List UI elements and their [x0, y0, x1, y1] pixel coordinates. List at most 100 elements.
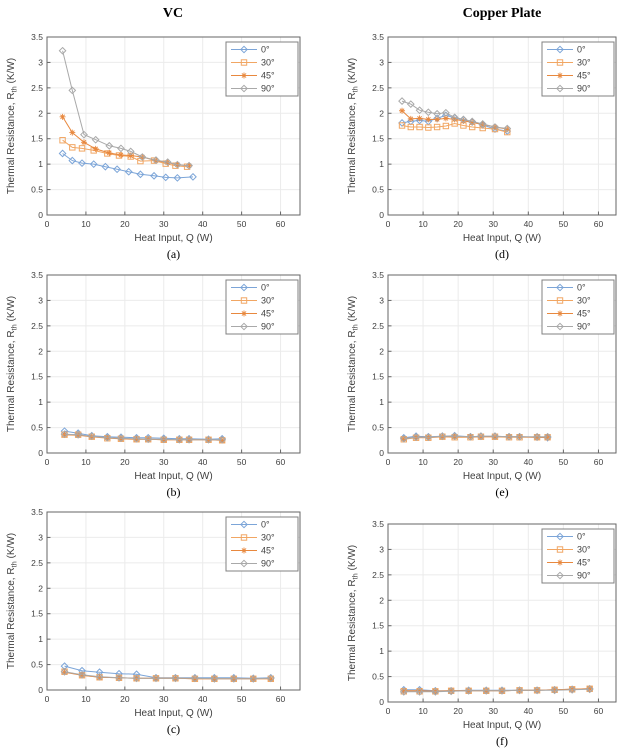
diamond-marker [240, 559, 248, 568]
asterisk-marker [164, 159, 171, 166]
axes-box [46, 36, 301, 216]
legend-label: 90° [261, 84, 275, 94]
asterisk-marker [241, 72, 247, 79]
y-tick-label: 2.5 [372, 83, 384, 93]
series-line [401, 122, 508, 133]
subplot-a-chart: 0 10 20 30 40 50 60 0 0.5 1 1.5 2 2.5 3 3.5 Heat Input,… [6, 32, 301, 261]
series-90deg [58, 46, 193, 170]
diamond-marker [163, 158, 172, 167]
axes-box [387, 36, 617, 216]
diamond-marker [415, 106, 424, 115]
diamond-marker [87, 432, 96, 441]
diamond-marker [477, 432, 485, 441]
y-tick-label: 0 [38, 448, 43, 458]
x-tick-label: 60 [276, 694, 286, 704]
diamond-marker [144, 435, 153, 444]
y-tick-label: 1.5 [372, 134, 384, 144]
column-title-copper-plate: Copper Plate [462, 6, 542, 21]
asterisk-marker [434, 116, 441, 123]
diamond-marker [568, 685, 577, 694]
diamond-marker [491, 432, 499, 441]
y-tick-label: 0.5 [372, 672, 384, 682]
diamond-marker [60, 430, 69, 439]
y-tick-label: 0 [379, 697, 384, 707]
diamond-marker [117, 144, 125, 153]
diamond-marker [438, 432, 447, 441]
y-tick-label: 1.5 [31, 134, 43, 144]
diamond-marker [152, 156, 160, 164]
x-tick-label: 60 [594, 706, 604, 716]
y-tick-label: 1.5 [31, 609, 43, 619]
legend: 0° 30° 45° 90° [225, 279, 299, 335]
y-tick-label: 0.5 [31, 185, 43, 195]
diamond-marker [89, 160, 98, 169]
legend-label: 30° [577, 545, 591, 555]
y-tick-label: 1 [38, 397, 43, 407]
series-90deg [60, 430, 227, 444]
diamond-marker [136, 170, 145, 179]
legend-label: 0° [577, 532, 586, 542]
legend-label: 30° [261, 58, 275, 68]
x-tick-label: 60 [594, 457, 604, 467]
x-tick-label: 10 [418, 457, 428, 467]
legend-label: 30° [261, 296, 275, 306]
diamond-marker [459, 115, 468, 124]
legend-box [225, 516, 299, 572]
axes-box [46, 274, 301, 454]
diamond-marker [515, 432, 524, 441]
x-tick-label: 20 [120, 457, 130, 467]
y-axis-label: Thermal Resistance, Rth (K/W) [6, 296, 19, 432]
x-tick-label: 40 [198, 219, 208, 229]
diamond-marker [240, 84, 248, 93]
asterisk-marker [106, 149, 113, 156]
diamond-marker [191, 674, 199, 683]
diamond-marker [126, 147, 135, 156]
legend-label: 45° [577, 558, 591, 568]
diamond-marker [498, 686, 506, 695]
y-tick-label: 2.5 [31, 83, 43, 93]
asterisk-marker [79, 672, 86, 679]
legend: 0° 30° 45° 90° [541, 279, 615, 335]
diamond-marker [173, 160, 182, 169]
x-tick-label: 30 [488, 457, 498, 467]
x-tick-label: 20 [120, 219, 130, 229]
x-tick-label: 50 [237, 219, 247, 229]
asterisk-marker [439, 433, 446, 440]
x-tick-label: 20 [453, 219, 463, 229]
diamond-marker [78, 670, 86, 679]
diamond-marker [173, 173, 182, 182]
diamond-marker [240, 520, 248, 529]
legend-box [225, 41, 299, 97]
diamond-marker [95, 672, 104, 681]
diamond-marker [249, 674, 258, 683]
x-tick-label: 30 [159, 694, 169, 704]
asterisk-marker [191, 675, 198, 682]
asterisk-marker [442, 115, 449, 122]
diamond-marker [58, 46, 67, 55]
x-tick-label: 50 [237, 694, 247, 704]
diamond-marker [431, 687, 440, 696]
diamond-marker [80, 130, 88, 139]
diamond-marker [398, 119, 406, 127]
x-tick-label: 0 [45, 219, 50, 229]
x-tick-label: 50 [559, 457, 569, 467]
diamond-marker [505, 432, 513, 441]
diamond-marker [68, 156, 77, 165]
asterisk-marker [127, 152, 134, 159]
diamond-marker [424, 433, 433, 442]
x-axis-label: Heat Input, Q (W) [463, 720, 541, 731]
diamond-marker [412, 433, 420, 442]
x-tick-label: 0 [386, 457, 391, 467]
x-tick-label: 40 [524, 706, 534, 716]
y-tick-label: 2.5 [372, 321, 384, 331]
series-line [62, 153, 194, 179]
legend-label: 30° [577, 58, 591, 68]
y-tick-label: 0 [379, 448, 384, 458]
subplot-e-chart: 0 10 20 30 40 50 60 0 0.5 1 1.5 2 2.5 3 3.5 Heat Input,… [347, 270, 617, 499]
asterisk-marker [400, 687, 407, 694]
asterisk-marker [460, 117, 467, 124]
x-tick-label: 0 [45, 694, 50, 704]
x-tick-label: 40 [524, 457, 534, 467]
asterisk-marker [586, 685, 593, 692]
y-tick-label: 1 [379, 397, 384, 407]
